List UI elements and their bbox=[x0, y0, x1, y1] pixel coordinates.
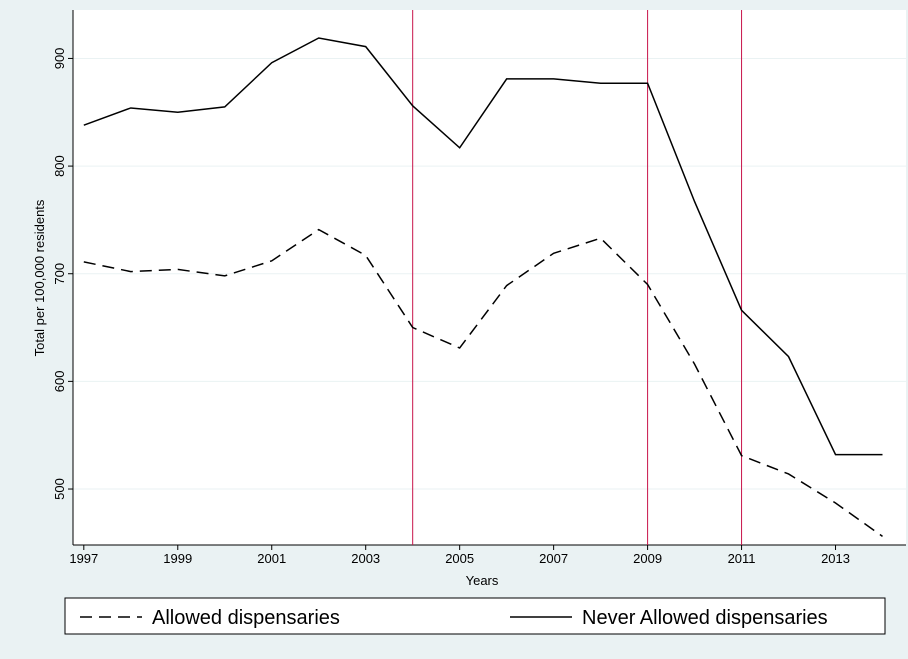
x-tick-label: 2005 bbox=[445, 551, 474, 566]
x-tick-label: 2003 bbox=[351, 551, 380, 566]
line-series bbox=[83, 228, 883, 537]
legend-label: Allowed dispensaries bbox=[152, 607, 340, 629]
y-tick-label: 500 bbox=[52, 478, 67, 500]
x-tick-label: 2013 bbox=[821, 551, 850, 566]
y-tick-label: 700 bbox=[52, 263, 67, 285]
legend-label: Never Allowed dispensaries bbox=[582, 607, 828, 629]
legend bbox=[64, 597, 886, 635]
x-tick-label: 2001 bbox=[257, 551, 286, 566]
x-tick-label: 2011 bbox=[728, 551, 756, 566]
y-axis-title: Total per 100,000 residents bbox=[32, 199, 47, 356]
x-tick-label: 2009 bbox=[633, 551, 662, 566]
y-tick-label: 900 bbox=[52, 48, 67, 70]
x-tick-label: 1999 bbox=[163, 551, 192, 566]
y-tick-label: 800 bbox=[52, 155, 67, 177]
line-series bbox=[83, 37, 883, 456]
y-tick-label: 600 bbox=[52, 371, 67, 393]
x-axis-title: Years bbox=[466, 573, 499, 588]
x-tick-label: 2007 bbox=[539, 551, 568, 566]
plot-area bbox=[73, 10, 906, 545]
x-tick-label: 1997 bbox=[69, 551, 98, 566]
